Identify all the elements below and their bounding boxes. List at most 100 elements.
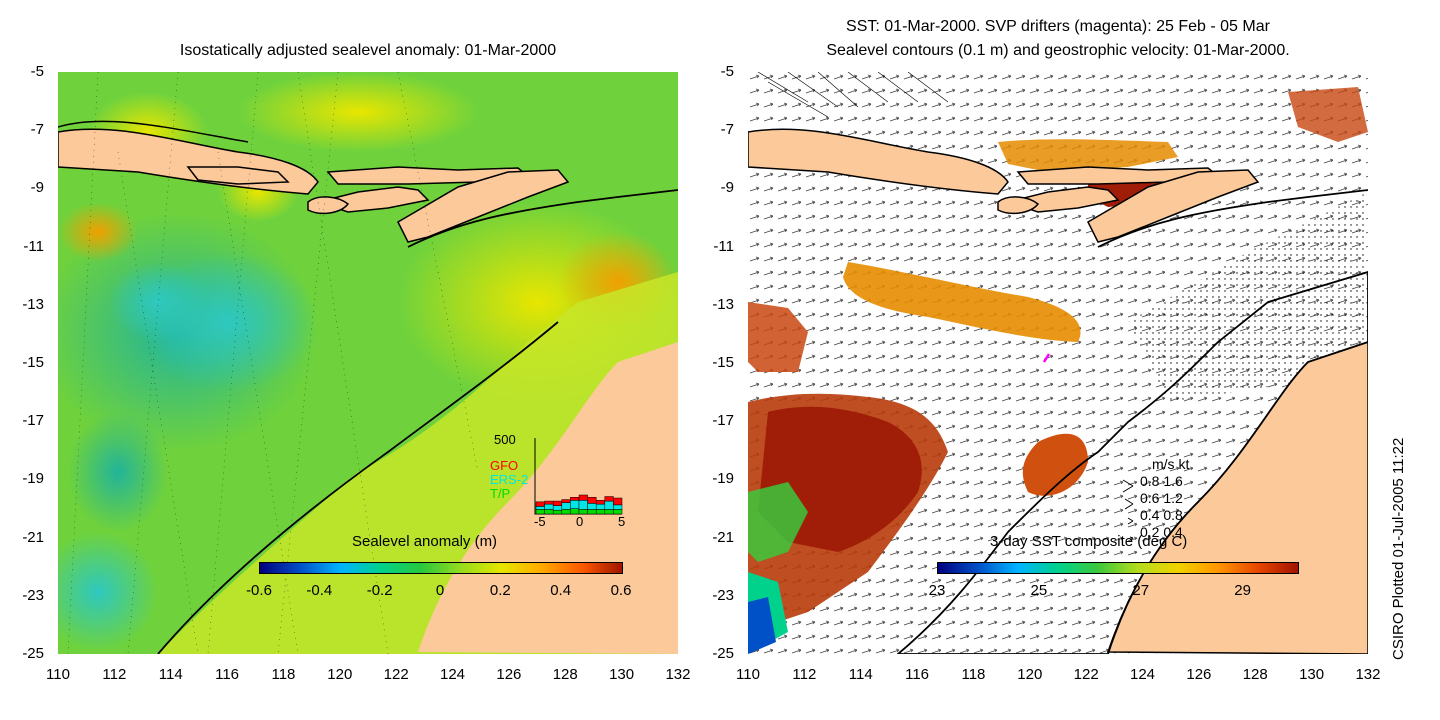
right-ytick-2: -9 (720, 179, 734, 197)
histogram-bar-gfo-7 (595, 500, 606, 505)
left-ytick-1: -7 (30, 121, 44, 139)
left-ytick-7: -19 (22, 470, 44, 488)
right-cbar-tick-0: 23 (928, 582, 946, 599)
credit-text: CSIRO Plotted 01-Jul-2005 11:22 (1390, 437, 1407, 660)
right-ytick-5: -15 (712, 354, 734, 371)
velocity-key-row-1: 0.8 1.6 (1140, 473, 1183, 489)
left-xtick-11: 132 (665, 666, 691, 683)
velocity-key-row-2: 0.6 1.2 (1140, 490, 1183, 506)
left-cbar-tick-5: 0.4 (550, 582, 572, 599)
histogram-bar-tp-2 (552, 509, 563, 515)
right-xtick-1: 112 (792, 666, 817, 683)
histogram-bar-ers-1 (544, 503, 554, 510)
right-panel-title-line1: SST: 01-Mar-2000. SVP drifters (magenta)… (846, 18, 1270, 35)
right-xtick-10: 130 (1299, 666, 1325, 683)
left-cbar-tick-0: -0.6 (246, 582, 272, 599)
velocity-key-header: m/s kt (1152, 456, 1190, 472)
right-cbar-tick-1: 25 (1030, 582, 1048, 599)
histogram-bar-tp-6 (587, 509, 597, 515)
right-xtick-6: 122 (1073, 666, 1099, 683)
right-ytick-9: -23 (712, 586, 734, 604)
histogram-bar-gfo-1 (544, 500, 554, 505)
right-xtick-8: 126 (1186, 666, 1212, 683)
histogram-inset: 500 GFO ERS-2 T/P -5 0 5 (490, 432, 630, 532)
histogram-bar-tp-1 (544, 509, 554, 515)
left-cbar-tick-2: -0.2 (366, 582, 393, 599)
right-cbar-tick-2: 27 (1132, 582, 1150, 599)
histogram-bar-ers-3 (561, 502, 571, 510)
legend-tp: T/P (490, 486, 511, 501)
histogram-bar-ers-0 (535, 506, 545, 510)
right-ytick-10: -25 (712, 645, 734, 662)
left-xtick-5: 120 (327, 666, 353, 683)
left-xtick-0: 110 (46, 666, 70, 683)
histogram-bar-ers-4 (570, 500, 580, 509)
histogram-bar-gfo-2 (552, 500, 563, 506)
right-xtick-5: 120 (1017, 666, 1043, 683)
velocity-key: m/s kt 0.8 1.6 0.6 1.2 0.4 0.8 0.2 0.4 (1120, 456, 1240, 546)
right-ytick-8: -21 (712, 528, 734, 546)
histogram-bar-gfo-3 (561, 499, 571, 503)
histogram-bar-ers-8 (604, 500, 614, 510)
right-xtick-7: 124 (1130, 666, 1156, 683)
left-panel-title: Isostatically adjusted sealevel anomaly:… (179, 42, 557, 59)
left-ytick-0: -5 (30, 63, 44, 80)
left-cbar-tick-6: 0.6 (610, 582, 632, 599)
right-panel-title-line2: Sealevel contours (0.1 m) and geostrophi… (826, 42, 1290, 59)
left-xtick-10: 130 (609, 666, 635, 683)
histogram-bar-tp-8 (604, 509, 614, 515)
left-xtick-7: 124 (440, 666, 466, 683)
histogram-bar-gfo-4 (570, 497, 580, 501)
right-ytick-4: -13 (712, 295, 734, 313)
histogram-bar-gfo-9 (613, 497, 623, 506)
sst-velocity-map[interactable] (748, 72, 1368, 654)
left-xtick-3: 116 (215, 666, 240, 683)
left-ytick-8: -21 (22, 528, 44, 546)
right-colorbar-label: 3-day SST composite (deg C) (990, 533, 1188, 550)
left-xtick-4: 118 (271, 666, 296, 683)
right-ytick-0: -5 (720, 63, 734, 80)
histogram-xtick-min: -5 (534, 514, 546, 529)
right-colorbar (937, 562, 1299, 574)
velocity-key-arrows (1122, 479, 1134, 541)
left-cbar-tick-4: 0.2 (489, 582, 511, 599)
histogram-ymax: 500 (494, 432, 516, 447)
left-xtick-8: 126 (496, 666, 522, 683)
histogram-bar-ers-2 (552, 505, 563, 511)
histogram-bar-gfo-0 (535, 501, 545, 507)
left-ytick-6: -17 (22, 412, 44, 430)
histogram-bar-ers-5 (578, 500, 588, 510)
right-ytick-6: -17 (712, 412, 734, 430)
histogram-bar-gfo-6 (587, 497, 597, 504)
left-colorbar-label: Sealevel anomaly (m) (352, 533, 498, 550)
right-xtick-11: 132 (1355, 666, 1381, 683)
legend-ers2: ERS-2 (490, 472, 529, 487)
right-xtick-4: 118 (961, 666, 986, 683)
right-cbar-tick-3: 29 (1234, 582, 1251, 599)
sealevel-anomaly-map[interactable] (58, 72, 678, 654)
velocity-key-row-3: 0.4 0.8 (1140, 507, 1183, 523)
right-xtick-0: 110 (736, 666, 760, 683)
histogram-bar-ers-9 (613, 504, 623, 510)
left-colorbar-ticks: -0.6 -0.4 -0.2 0 0.2 0.4 0.6 (246, 582, 631, 602)
histogram-bar-tp-7 (595, 509, 606, 515)
right-xtick-9: 128 (1242, 666, 1268, 683)
legend-gfo: GFO (490, 458, 519, 473)
right-colorbar-ticks: 23 25 27 29 (929, 582, 1297, 602)
left-colorbar (259, 562, 623, 574)
left-ytick-9: -23 (22, 586, 44, 604)
histogram-bar-ers-6 (587, 503, 597, 510)
velocity-key-row-4: 0.2 0.4 (1140, 524, 1183, 540)
left-xtick-1: 112 (102, 666, 127, 683)
right-ytick-7: -19 (712, 470, 734, 488)
left-xtick-2: 114 (158, 666, 183, 683)
left-ytick-3: -11 (23, 237, 44, 255)
left-xtick-6: 122 (383, 666, 409, 683)
left-ytick-10: -25 (22, 645, 44, 662)
histogram-chart (534, 438, 623, 515)
right-ytick-1: -7 (720, 121, 734, 139)
histogram-bar-gfo-8 (604, 496, 614, 502)
histogram-bar-gfo-5 (578, 494, 588, 501)
histogram-xtick-mid: 0 (576, 514, 584, 529)
right-xtick-3: 116 (905, 666, 930, 683)
